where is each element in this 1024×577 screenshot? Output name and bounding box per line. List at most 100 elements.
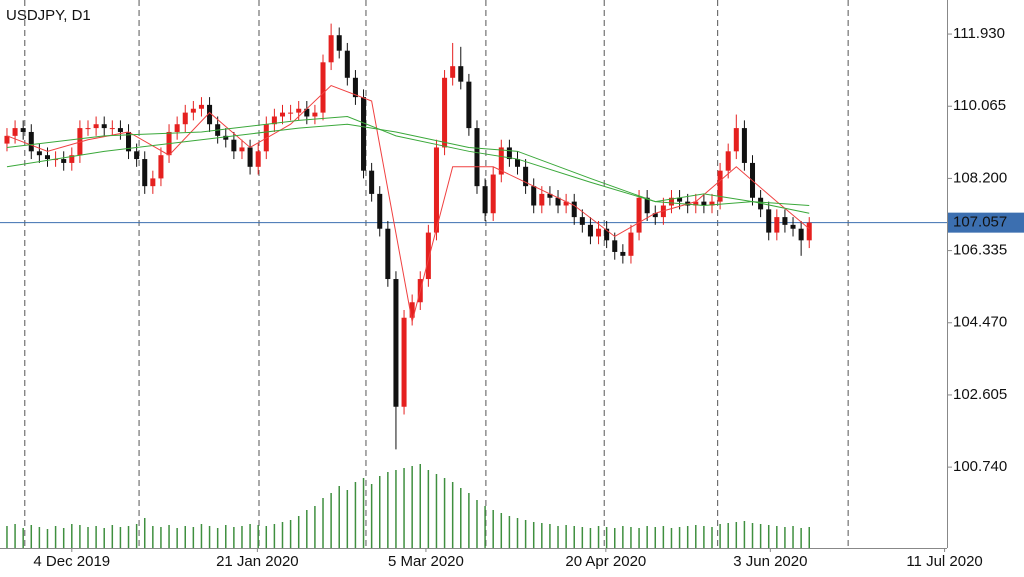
candle-body (271, 116, 277, 125)
candle-body (668, 197, 674, 206)
candle-body (579, 217, 585, 225)
candle-body (142, 159, 148, 187)
candle-body (766, 209, 772, 233)
moving-average (6, 123, 810, 207)
candle-body (117, 128, 123, 132)
candle-body (709, 201, 715, 206)
candle-body (231, 139, 237, 152)
candle-body (547, 193, 553, 198)
candle-body (514, 159, 521, 167)
moving-average (6, 84, 810, 322)
candle-body (150, 178, 156, 187)
candle-body (320, 62, 326, 113)
candle-body (458, 66, 464, 82)
candle-body (563, 201, 569, 206)
candle-body (725, 151, 731, 171)
candle-body (182, 112, 188, 125)
candle-body (612, 240, 618, 252)
candle-body (296, 108, 302, 113)
y-tick-label: 111.930 (953, 25, 1005, 42)
candle-body (498, 147, 504, 175)
candle-body (369, 170, 375, 194)
candle-body (433, 147, 439, 233)
candle-body (288, 112, 294, 114)
candle-body (604, 228, 610, 241)
candle-body (4, 135, 10, 144)
candle-body (126, 131, 132, 152)
candle-body (798, 228, 804, 241)
candle-body (393, 279, 399, 407)
candle-body (466, 81, 472, 129)
candle-body (539, 193, 545, 206)
candle-body (490, 174, 496, 214)
candle-body (790, 224, 796, 229)
y-tick-label: 110.065 (953, 97, 1006, 114)
x-tick-label: 20 Apr 2020 (565, 553, 646, 570)
candle-body (385, 228, 391, 280)
candle-body (134, 151, 140, 160)
candle-body (571, 201, 577, 218)
candle-body (328, 35, 334, 63)
candle-body (442, 77, 448, 148)
candle-body (336, 35, 342, 51)
candle-body (207, 104, 213, 125)
candle-body (61, 159, 67, 163)
candle-body (474, 128, 480, 187)
candle-body (741, 128, 747, 163)
candle-body (69, 155, 75, 163)
candle-body (450, 66, 456, 78)
candle-body (93, 124, 99, 129)
candle-body (693, 201, 699, 206)
candle-body (401, 317, 407, 407)
candle-body (239, 147, 245, 152)
candle-body (482, 186, 488, 214)
y-tick-label: 108.200 (953, 169, 1007, 186)
candle-body (531, 186, 537, 206)
candle-body (620, 251, 626, 256)
current-price-badge (948, 212, 1024, 233)
candle-body (109, 128, 115, 130)
candle-body (255, 151, 261, 167)
x-tick-label: 5 Mar 2020 (388, 553, 464, 570)
candle-body (352, 77, 358, 98)
candle-body (733, 128, 739, 152)
candle-body (628, 232, 634, 256)
candle-body (223, 135, 229, 140)
candle-body (36, 151, 42, 156)
candle-body (304, 108, 310, 117)
x-tick-label: 3 Jun 2020 (733, 553, 807, 570)
candle-body (101, 124, 107, 129)
candle-body (636, 197, 642, 233)
chart-title: USDJPY, D1 (6, 7, 91, 24)
candle-body (506, 147, 512, 160)
candle-body (174, 124, 180, 132)
candle-body (158, 155, 164, 179)
candle-body (782, 217, 788, 225)
candle-body (409, 302, 415, 318)
candle-body (198, 104, 204, 109)
x-tick-label: 4 Dec 2019 (33, 553, 110, 570)
candle-body (677, 197, 683, 202)
candle-body (806, 222, 812, 241)
x-tick-label: 21 Jan 2020 (216, 553, 299, 570)
candle-body (361, 97, 367, 171)
candle-body (523, 166, 529, 187)
y-tick-label: 102.605 (953, 386, 1007, 403)
candle-body (44, 155, 50, 160)
candle-body (190, 108, 196, 113)
candle-body (652, 213, 658, 218)
y-tick-label: 104.470 (953, 314, 1007, 331)
candle-body (85, 128, 91, 130)
y-tick-label: 106.335 (953, 242, 1007, 259)
y-tick-label: 100.740 (953, 458, 1007, 475)
candle-body (644, 197, 650, 214)
candle-body (312, 112, 318, 117)
moving-average (6, 115, 810, 214)
candle-body (344, 50, 350, 78)
current-price-label: 107.057 (953, 214, 1007, 231)
candle-body (596, 228, 602, 237)
candle-body (774, 217, 780, 233)
candle-body (587, 224, 593, 237)
candle-body (279, 112, 286, 117)
